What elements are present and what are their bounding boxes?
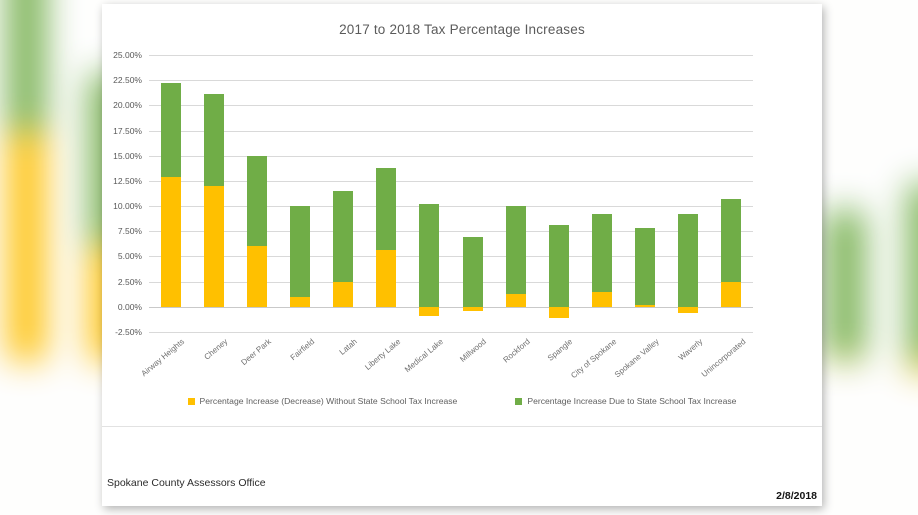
bar-spokane-valley[interactable] — [635, 55, 656, 332]
gridline — [149, 206, 753, 208]
x-axis-tick-label: Deer Park — [239, 337, 273, 368]
card-divider — [102, 426, 822, 427]
x-axis-tick-label: City of Spokane — [568, 337, 618, 381]
bar-segment-without-state-school-tax — [721, 281, 742, 307]
source-label: Spokane County Assessors Office — [107, 477, 266, 489]
bar-segment-due-to-state-school-tax — [592, 214, 612, 292]
bar-segment-without-state-school-tax — [505, 293, 526, 307]
bar-segment-due-to-state-school-tax — [548, 225, 569, 307]
x-axis-tick-label: Spokane Valley — [613, 337, 661, 380]
legend-swatch-yellow — [187, 397, 195, 405]
legend-item-1[interactable]: Percentage Increase Due to State School … — [515, 396, 736, 406]
legend-label: Percentage Increase (Decrease) Without S… — [199, 396, 458, 406]
bar-segment-due-to-state-school-tax — [635, 228, 656, 305]
legend-label: Percentage Increase Due to State School … — [527, 396, 737, 406]
zero-baseline — [149, 306, 753, 308]
bar-segment-without-state-school-tax — [462, 306, 483, 311]
gridline — [149, 281, 753, 283]
legend-swatch-green — [515, 397, 523, 405]
bar-segment-without-state-school-tax — [246, 246, 267, 307]
bar-segment-without-state-school-tax — [419, 306, 440, 316]
x-axis-tick-label: Spangle — [546, 337, 575, 363]
gridline — [149, 155, 753, 157]
page-title: 2017 to 2018 Tax Percentage Increases — [339, 22, 585, 37]
y-axis-tick-label: 12.50% — [113, 175, 142, 186]
y-axis-tick-label: 5.00% — [117, 251, 142, 262]
bar-segment-without-state-school-tax — [678, 306, 699, 313]
bar-city-of-spokane[interactable] — [592, 55, 612, 332]
bar-segment-without-state-school-tax — [548, 306, 569, 318]
bar-millwood[interactable] — [462, 55, 483, 332]
bar-segment-due-to-state-school-tax — [203, 94, 224, 186]
bar-rockford[interactable] — [505, 55, 526, 332]
x-axis-tick-label: Waverly — [676, 337, 705, 363]
gridline — [149, 180, 753, 182]
y-axis-tick-label: 15.00% — [113, 150, 142, 161]
bar-segment-without-state-school-tax — [203, 185, 224, 307]
y-axis-tick-label: -2.50% — [115, 327, 142, 337]
bar-segment-due-to-state-school-tax — [678, 214, 699, 307]
blurred-bar — [6, 0, 45, 515]
bar-cheney[interactable] — [203, 55, 224, 332]
bar-segment-due-to-state-school-tax — [290, 206, 310, 297]
y-axis-tick-label: 2.50% — [117, 276, 142, 287]
x-axis-tick-label: Millwood — [458, 337, 489, 364]
y-axis-tick-label: 0.00% — [117, 301, 142, 312]
bar-airway-heights[interactable] — [160, 55, 181, 332]
gridline — [149, 130, 753, 132]
bar-waverly[interactable] — [678, 55, 699, 332]
bar-segment-without-state-school-tax — [160, 176, 181, 307]
bar-segment-due-to-state-school-tax — [419, 204, 440, 307]
x-axis-tick-label: Medical Lake — [403, 337, 446, 375]
bar-segment-due-to-state-school-tax — [160, 83, 181, 177]
x-axis-tick-label: Liberty Lake — [362, 337, 403, 372]
bar-fairfield[interactable] — [290, 55, 310, 332]
bar-latah[interactable] — [333, 55, 354, 332]
y-axis-tick-label: 25.00% — [113, 50, 142, 60]
bar-spangle[interactable] — [548, 55, 569, 332]
bar-segment-without-state-school-tax — [635, 304, 656, 307]
bar-liberty-lake[interactable] — [376, 55, 397, 332]
bar-segment-due-to-state-school-tax — [462, 237, 483, 307]
bar-segment-due-to-state-school-tax — [246, 155, 267, 247]
bar-segment-due-to-state-school-tax — [721, 199, 742, 282]
blurred-bar — [908, 0, 918, 515]
bar-segment-due-to-state-school-tax — [333, 190, 354, 282]
gridline — [149, 231, 753, 233]
date-label: 2/8/2018 — [776, 490, 817, 502]
bar-segment-due-to-state-school-tax — [376, 167, 397, 251]
x-axis-tick-label: Fairfield — [288, 337, 316, 363]
gridline — [149, 55, 753, 56]
bar-segment-without-state-school-tax — [592, 291, 612, 307]
y-axis-tick-label: 22.50% — [113, 75, 142, 86]
y-axis-tick-label: 7.50% — [117, 226, 142, 237]
x-axis-tick-label: Rockford — [501, 337, 532, 365]
gridline — [149, 256, 753, 258]
bar-unincorporated[interactable] — [721, 55, 742, 332]
gridline — [149, 332, 753, 333]
y-axis-tick-label: 20.00% — [113, 100, 142, 111]
bar-medical-lake[interactable] — [419, 55, 440, 332]
bar-segment-without-state-school-tax — [376, 250, 397, 307]
legend-item-0[interactable]: Percentage Increase (Decrease) Without S… — [187, 396, 458, 406]
x-axis-tick-label: Cheney — [202, 337, 230, 362]
blurred-bar — [826, 0, 865, 515]
chart-plot-area: 25.00% 22.50% 20.00% 17.50% 15.00% 12.50% 10.0… — [113, 50, 753, 380]
chart-card: 2017 to 2018 Tax Percentage Increases 25… — [102, 4, 822, 506]
bar-deer-park[interactable] — [246, 55, 267, 332]
gridline — [149, 105, 753, 107]
chart-legend: Percentage Increase (Decrease) Without S… — [102, 396, 822, 406]
x-axis-tick-label: Unincorporated — [699, 337, 748, 380]
x-axis-tick-label: Latah — [337, 337, 359, 357]
bar-segment-due-to-state-school-tax — [505, 206, 526, 294]
x-axis-tick-label: Airway Heights — [139, 337, 187, 379]
gridline — [149, 80, 753, 82]
bar-segment-without-state-school-tax — [333, 281, 354, 307]
bar-segment-without-state-school-tax — [290, 296, 310, 307]
y-axis-tick-label: 10.00% — [113, 201, 142, 212]
y-axis-tick-label: 17.50% — [113, 125, 142, 136]
